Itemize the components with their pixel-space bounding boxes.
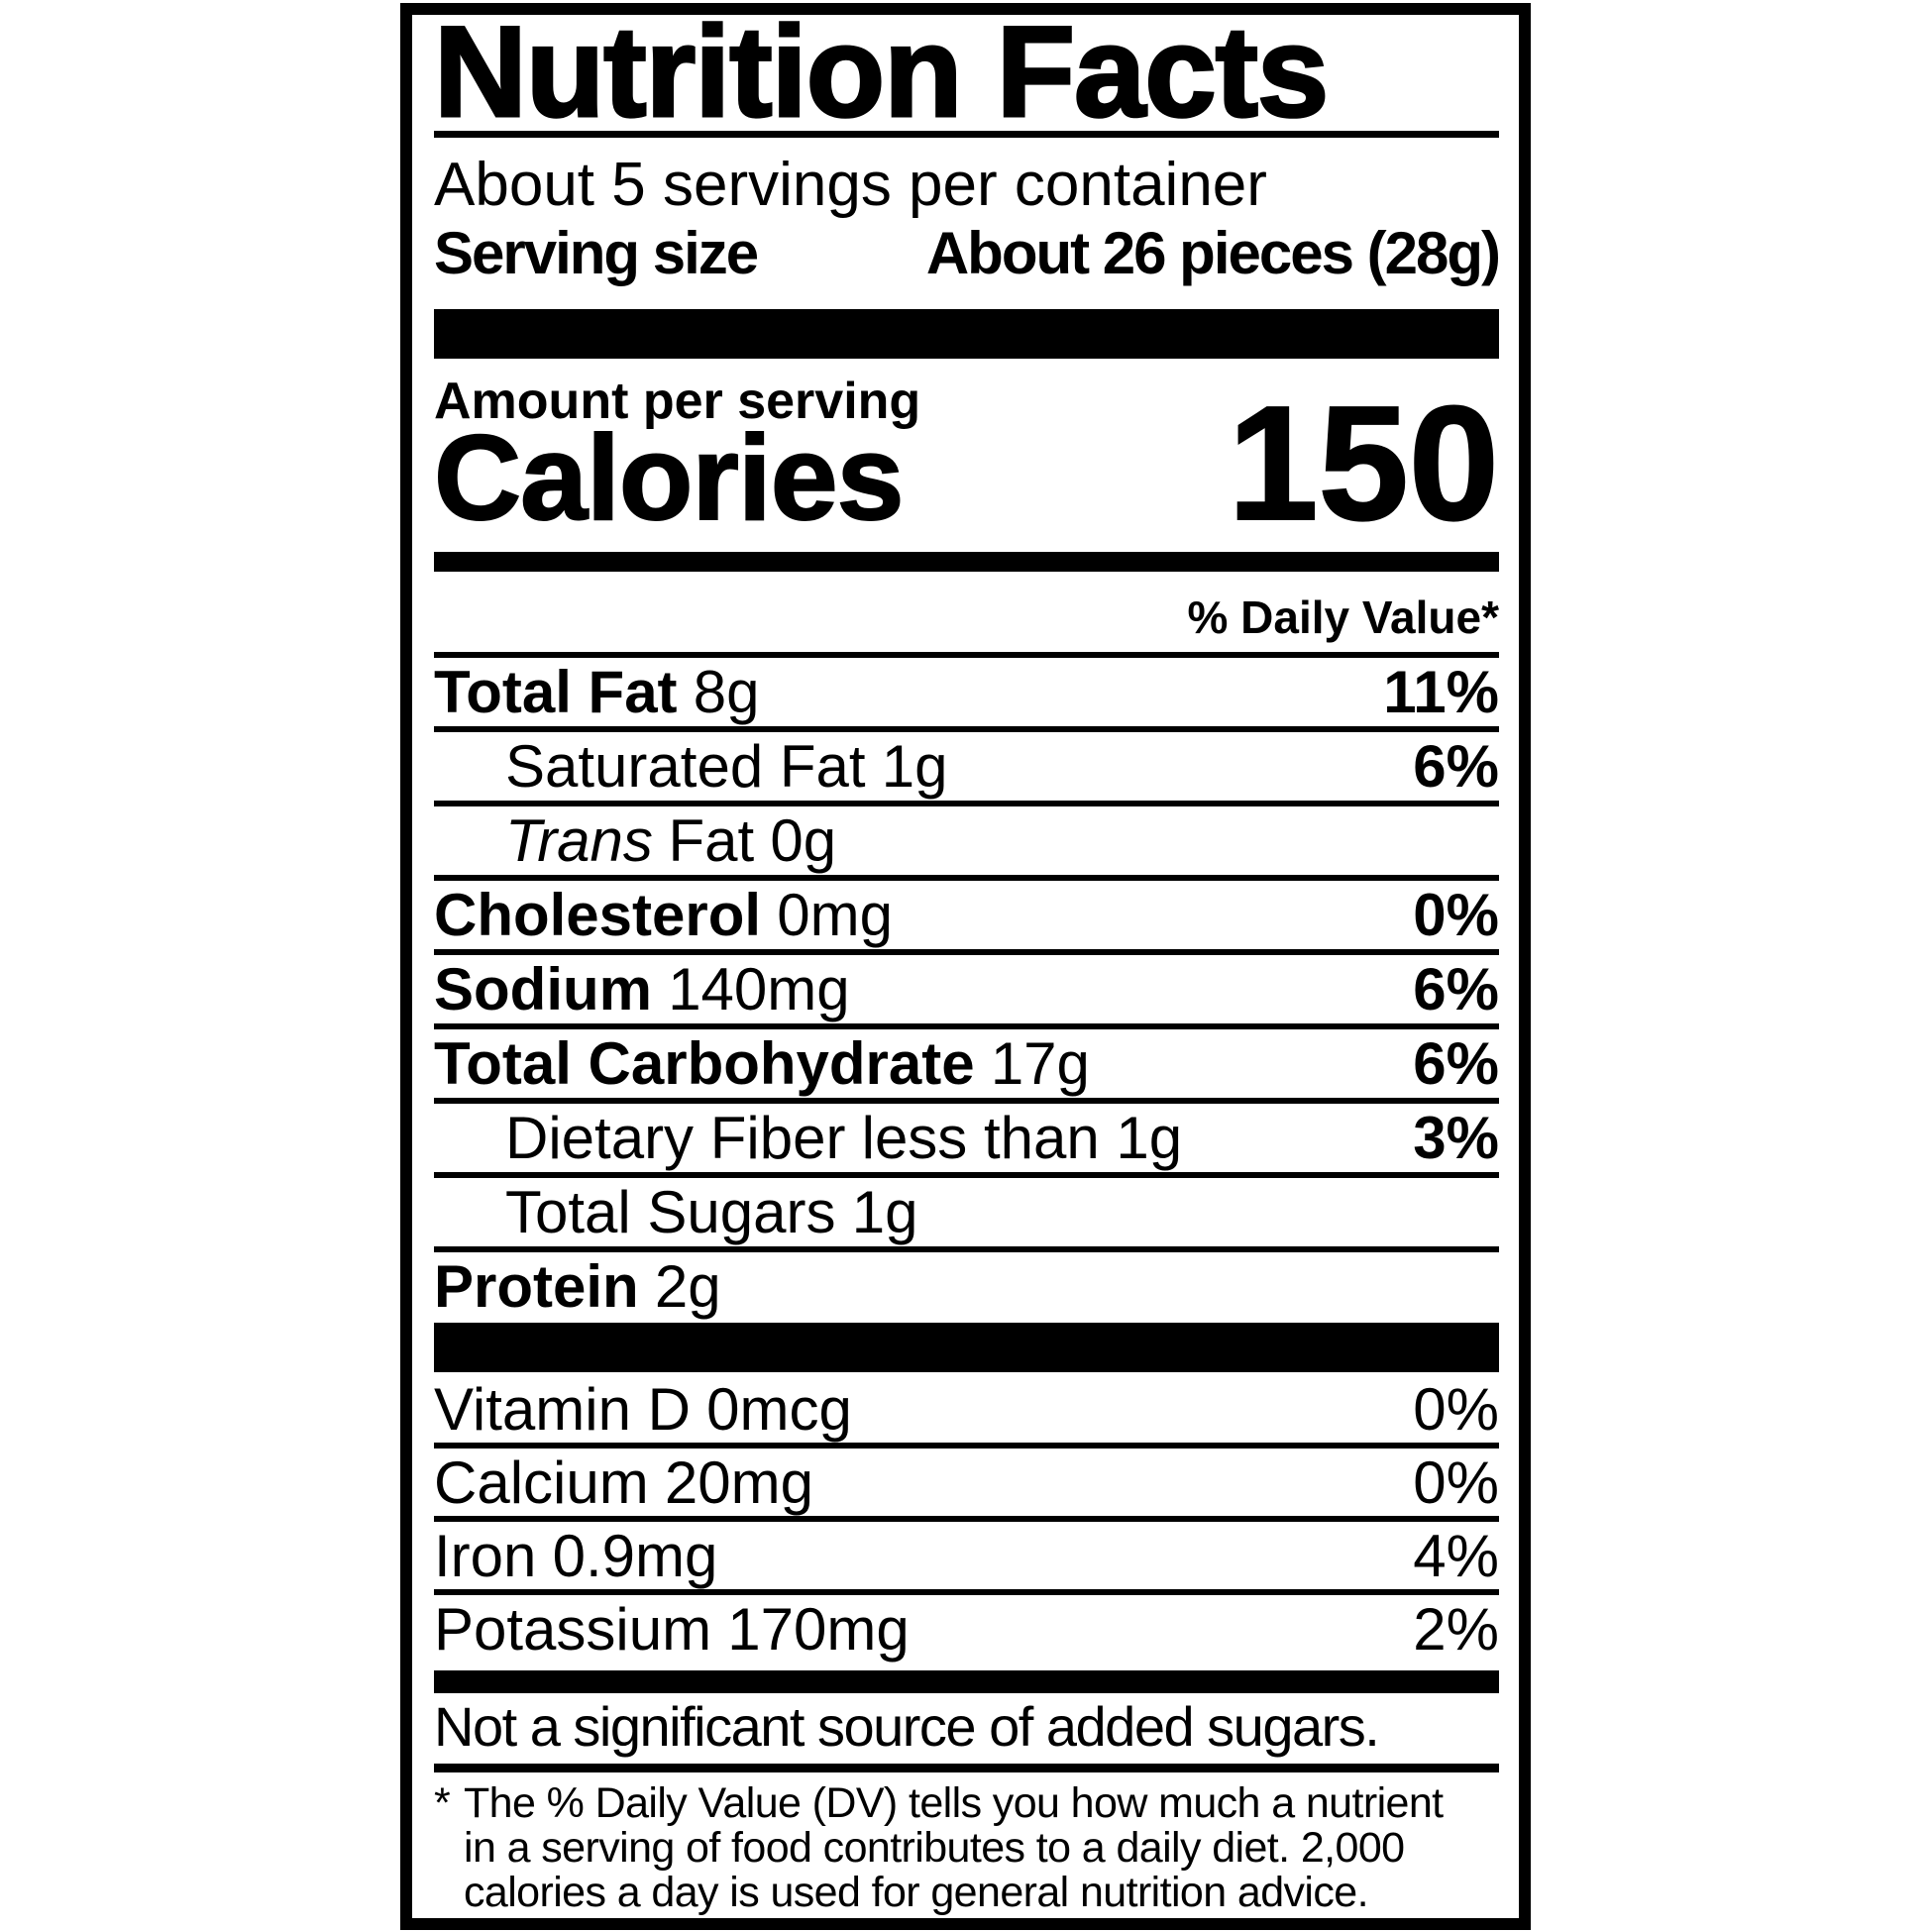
row-saturated-fat: Saturated Fat 1g 6% bbox=[434, 726, 1499, 801]
footnote-asterisk: * bbox=[434, 1779, 451, 1827]
dv-value: 6% bbox=[1413, 956, 1499, 1022]
footnote-line: in a serving of food contributes to a da… bbox=[464, 1824, 1405, 1872]
footnote-line: calories a day is used for general nutri… bbox=[464, 1869, 1369, 1916]
serving-size-row: Serving size About 26 pieces (28g) bbox=[434, 219, 1501, 287]
row-protein: Protein 2g bbox=[434, 1246, 1499, 1321]
title-divider bbox=[434, 131, 1499, 138]
daily-value-footnote: * The % Daily Value (DV) tells you how m… bbox=[434, 1781, 1499, 1915]
amount-per-serving-label: Amount per serving bbox=[434, 373, 921, 430]
nutrient-rows: Total Fat 8g 11% Saturated Fat 1g 6% Trans… bbox=[434, 652, 1499, 1321]
thick-bar-bottom bbox=[434, 1670, 1499, 1693]
footnote-line: The % Daily Value (DV) tells you how muc… bbox=[464, 1779, 1444, 1827]
thick-bar-middle bbox=[434, 1323, 1499, 1372]
dv-value: 3% bbox=[1413, 1105, 1499, 1171]
row-total-fat: Total Fat 8g 11% bbox=[434, 652, 1499, 726]
calories-row: Calories 150 bbox=[433, 373, 1500, 554]
thick-bar-top bbox=[434, 309, 1499, 359]
dv-value: 11% bbox=[1383, 659, 1499, 725]
row-iron: Iron 0.9mg 4% bbox=[434, 1516, 1499, 1589]
footnote-divider bbox=[434, 1764, 1499, 1772]
row-dietary-fiber: Dietary Fiber less than 1g 3% bbox=[434, 1098, 1499, 1172]
row-calcium: Calcium 20mg 0% bbox=[434, 1443, 1499, 1516]
vitamin-rows: Vitamin D 0mcg 0% Calcium 20mg 0% Iron 0.9m… bbox=[434, 1375, 1499, 1663]
row-total-sugars: Total Sugars 1g bbox=[434, 1172, 1499, 1246]
servings-per-container: About 5 servings per container bbox=[434, 151, 1267, 219]
serving-size-value: About 26 pieces (28g) bbox=[925, 220, 1501, 286]
calories-divider-bar bbox=[434, 552, 1499, 572]
daily-value-header: % Daily Value* bbox=[1187, 591, 1500, 643]
dv-value: 0% bbox=[1413, 1375, 1499, 1443]
calories-value: 150 bbox=[1227, 373, 1500, 554]
row-trans-fat: Trans Fat 0g bbox=[434, 801, 1499, 875]
dv-value: 2% bbox=[1413, 1595, 1499, 1663]
row-vitamin-d: Vitamin D 0mcg 0% bbox=[434, 1375, 1499, 1443]
calories-label: Calories bbox=[433, 410, 905, 545]
row-sodium: Sodium 140mg 6% bbox=[434, 949, 1499, 1023]
row-cholesterol: Cholesterol 0mg 0% bbox=[434, 875, 1499, 949]
dv-value: 4% bbox=[1413, 1522, 1499, 1589]
row-potassium: Potassium 170mg 2% bbox=[434, 1589, 1499, 1663]
dv-value: 6% bbox=[1413, 1030, 1499, 1097]
serving-size-label: Serving size bbox=[434, 220, 759, 286]
dv-value: 6% bbox=[1413, 733, 1499, 800]
nutrition-facts-label: Nutrition Facts About 5 servings per con… bbox=[400, 3, 1531, 1930]
label-title: Nutrition Facts bbox=[433, 0, 1331, 144]
dv-value: 0% bbox=[1413, 1449, 1499, 1516]
dv-value: 0% bbox=[1413, 882, 1499, 948]
added-sugars-note: Not a significant source of added sugars… bbox=[434, 1695, 1380, 1758]
row-total-carbohydrate: Total Carbohydrate 17g 6% bbox=[434, 1023, 1499, 1098]
